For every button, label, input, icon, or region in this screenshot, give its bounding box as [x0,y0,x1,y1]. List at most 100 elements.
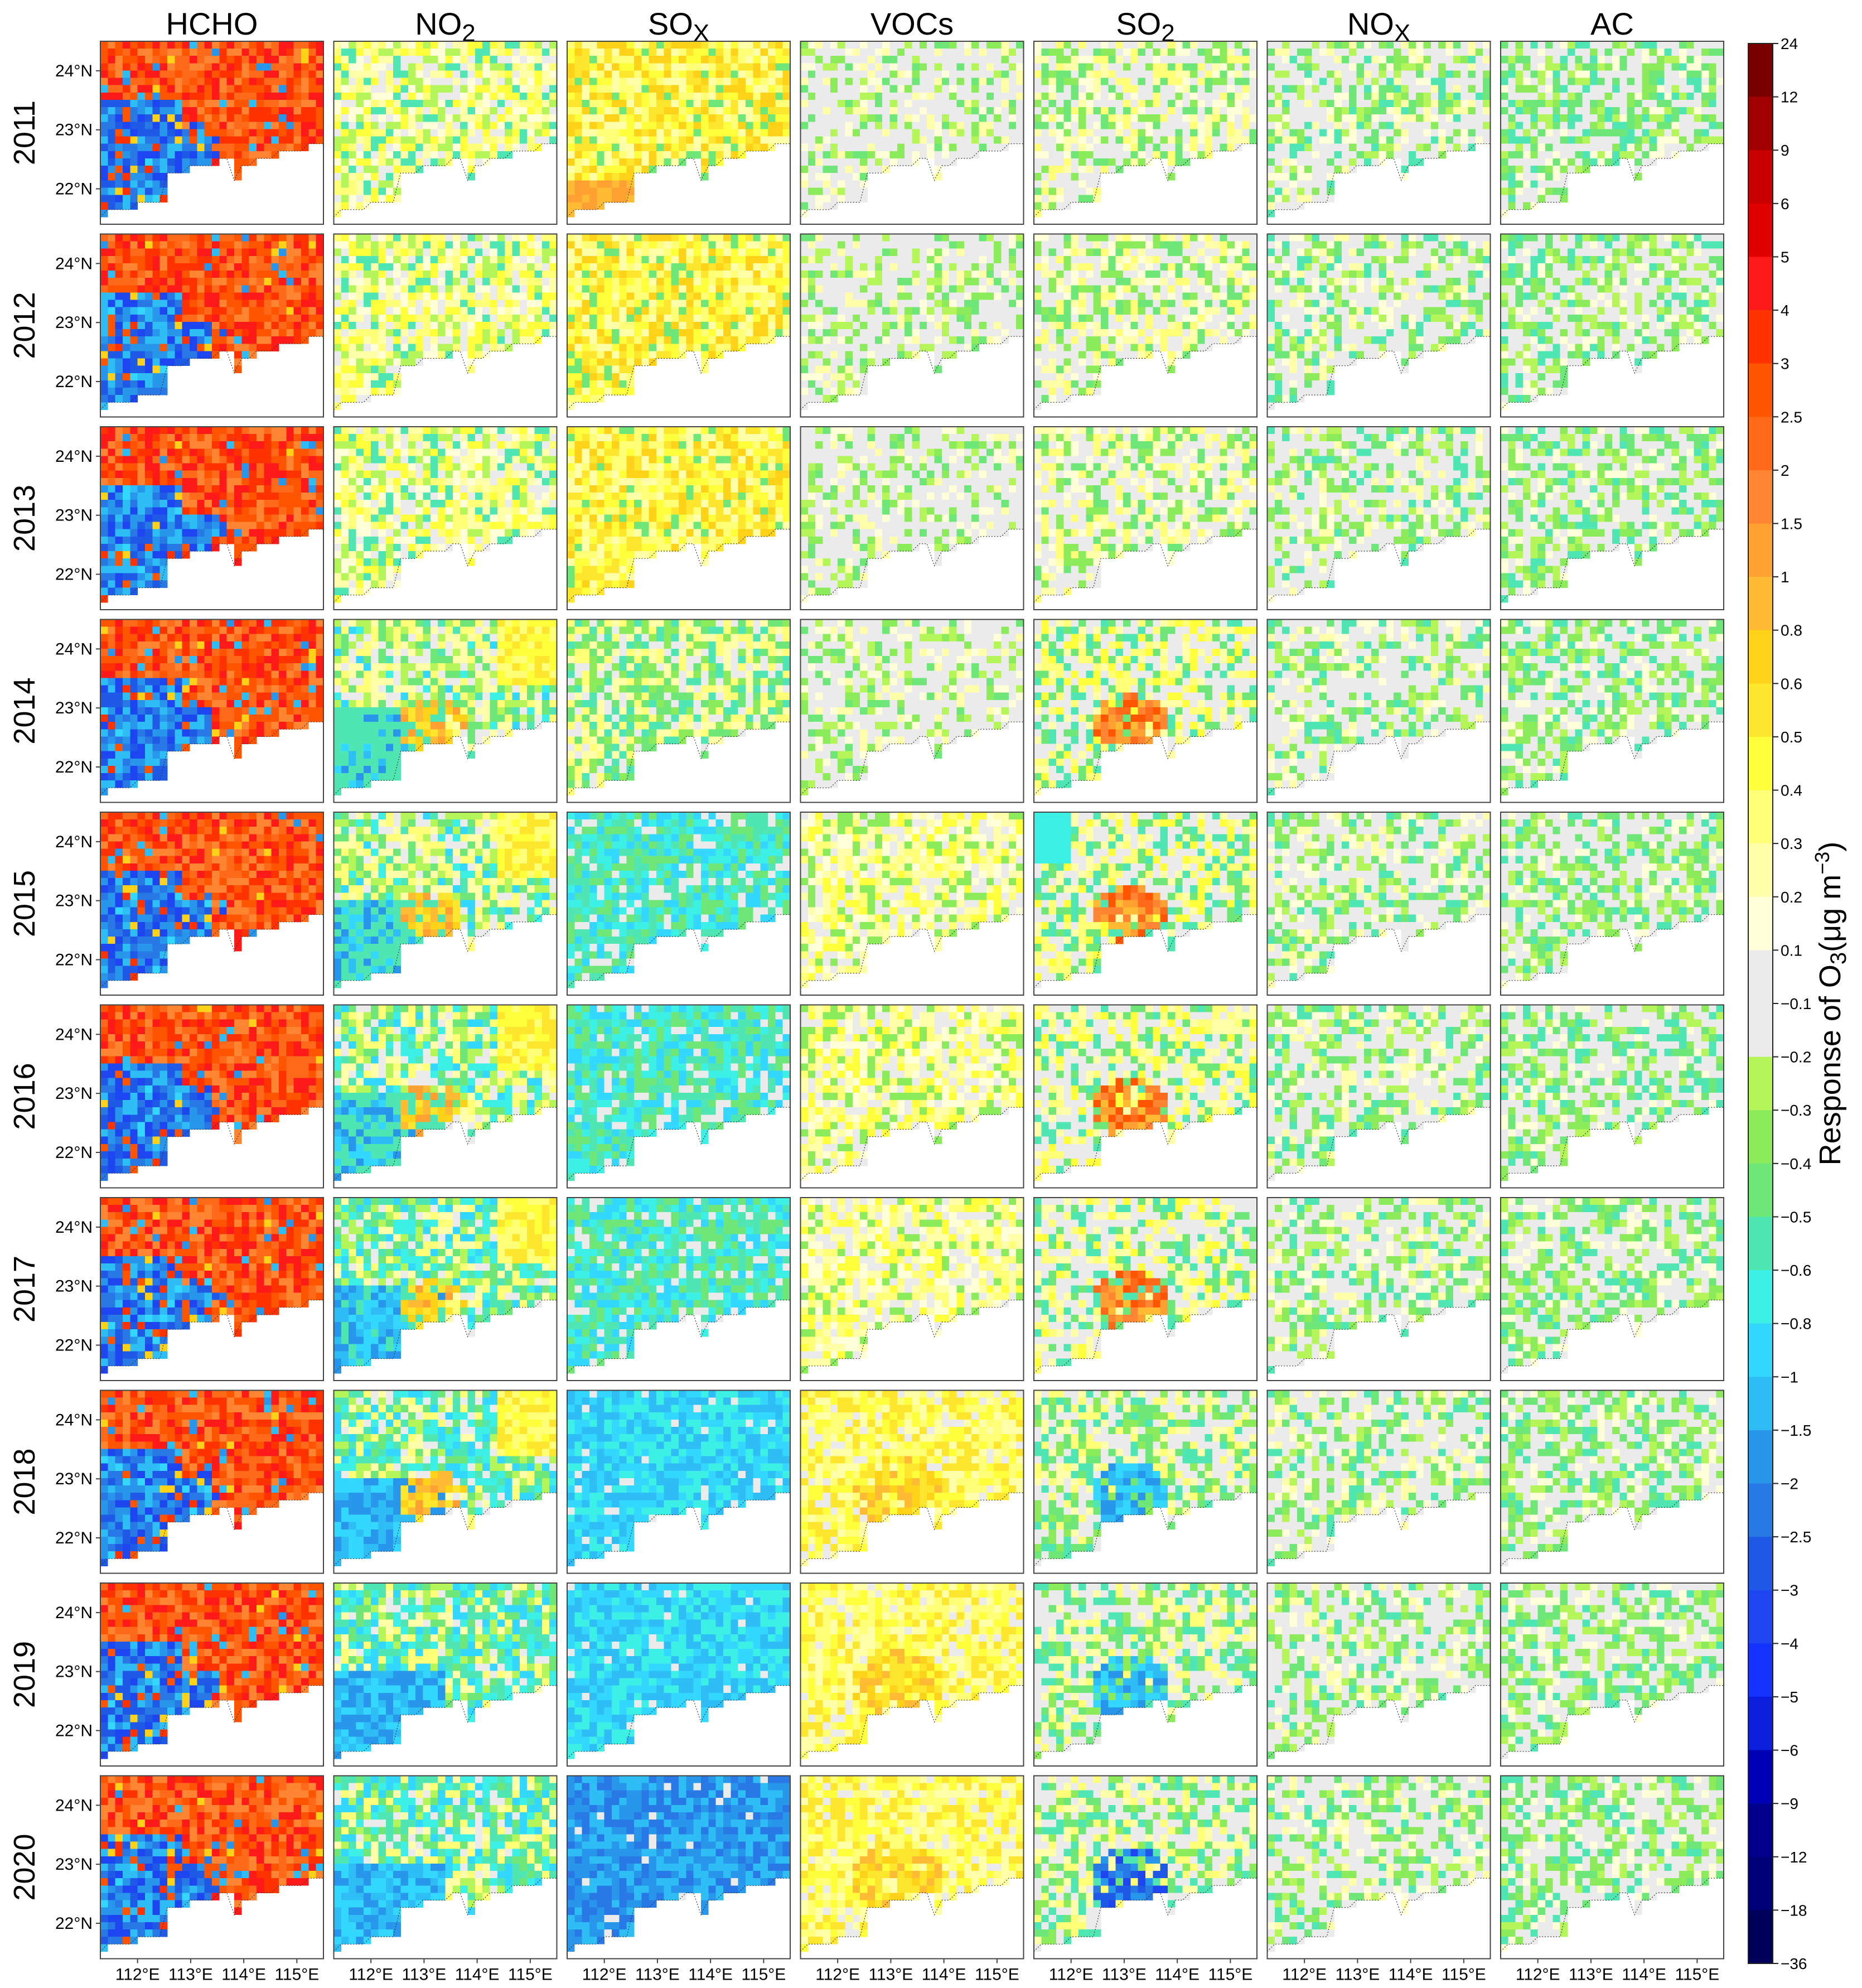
heatmap-cell [175,144,182,152]
heatmap-cell [197,122,205,129]
heatmap-cell [294,122,302,129]
heatmap-cell [512,93,520,100]
heatmap-cell [130,41,138,49]
heatmap-cell [438,137,446,144]
heatmap-cell [123,78,130,86]
heatmap-cell [738,93,746,100]
heatmap-cell [301,137,309,144]
heatmap-cell [582,85,590,93]
heatmap-cell [549,137,557,144]
heatmap-cell [738,70,746,78]
heatmap-cell [227,93,235,100]
heatmap-cell [182,107,190,115]
heatmap-cell [542,63,550,71]
heatmap-cell [234,107,242,115]
heatmap-cell [542,70,550,78]
heatmap-cell [527,85,535,93]
heatmap-cell [182,151,190,159]
heatmap-cell [497,93,505,100]
heatmap-cell [386,93,394,100]
year-label-2016: 2016 [8,1063,41,1130]
heatmap-cell [272,70,279,78]
heatmap-cell [567,100,575,108]
heatmap-cell [716,78,724,86]
heatmap-cell [393,187,401,195]
heatmap-cell [197,137,205,144]
heatmap-cell [234,144,242,152]
heatmap-cell [160,63,168,71]
heatmap-cell [679,93,686,100]
heatmap-cell [205,137,212,144]
heatmap-cell [415,70,423,78]
heatmap-cell [393,70,401,78]
heatmap-cell [731,78,738,86]
heatmap-cell [597,56,604,64]
heatmap-cell [356,41,364,49]
heatmap-cell [753,41,761,49]
heatmap-cell [349,202,356,210]
heatmap-cell [308,78,316,86]
heatmap-cell [286,137,294,144]
heatmap-cell [716,63,724,71]
heatmap-cell [279,41,287,49]
heatmap-cell [249,49,257,56]
heatmap-cell [386,107,394,115]
heatmap-cell [212,56,220,64]
heatmap-cell [294,129,302,137]
heatmap-cell [701,100,709,108]
heatmap-cell [227,49,235,56]
heatmap-cell [108,100,115,108]
heatmap-cell [197,107,205,115]
heatmap-cell [671,56,679,64]
heatmap-cell [190,100,197,108]
heatmap-cell [746,56,753,64]
heatmap-cell [227,122,235,129]
heatmap-cell [379,56,386,64]
heatmap-cell [160,78,168,86]
heatmap-cell [234,122,242,129]
heatmap-cell [182,100,190,108]
heatmap-cell [130,180,138,188]
heatmap-cell [182,144,190,152]
heatmap-cell [716,49,724,56]
heatmap-cell [656,93,664,100]
heatmap-cell [130,187,138,195]
heatmap-cell [468,100,476,108]
heatmap-cell [527,100,535,108]
heatmap-cell [549,129,557,137]
heatmap-cell [512,49,520,56]
heatmap-cell [401,114,409,122]
heatmap-cell [257,70,264,78]
heatmap-cell [671,78,679,86]
heatmap-cell [475,144,483,152]
heatmap-cell [294,41,302,49]
heatmap-cell [768,63,776,71]
heatmap-cell [182,137,190,144]
heatmap-cell [619,70,627,78]
heatmap-cell [574,41,582,49]
heatmap-cell [527,114,535,122]
heatmap-cell [761,70,768,78]
heatmap-cell [453,70,461,78]
heatmap-cell [520,70,528,78]
heatmap-cell [108,166,115,173]
heatmap-cell [446,122,453,129]
heatmap-cell [627,78,635,86]
heatmap-cell [115,100,123,108]
heatmap-cell [138,85,146,93]
heatmap-cell [379,93,386,100]
heatmap-cell [379,144,386,152]
heatmap-cell [535,85,543,93]
heatmap-cell [212,129,220,137]
heatmap-cell [257,100,264,108]
heatmap-cell [679,63,686,71]
heatmap-cell [542,49,550,56]
heatmap-cell [549,78,557,86]
heatmap-cell [505,144,512,152]
heatmap-cell [257,63,264,71]
heatmap-cell [301,85,309,93]
heatmap-cell [371,129,379,137]
heatmap-cell [197,49,205,56]
heatmap-cell [138,78,146,86]
heatmap-cell [649,56,657,64]
